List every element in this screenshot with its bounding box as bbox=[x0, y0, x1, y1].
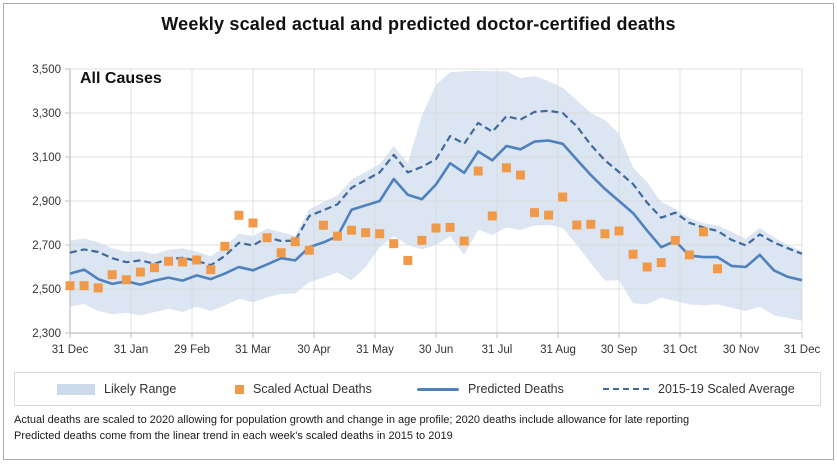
footnote-line-2: Predicted deaths come from the linear tr… bbox=[14, 430, 453, 442]
actual-deaths-point bbox=[220, 241, 230, 251]
actual-deaths-point bbox=[614, 226, 624, 236]
y-tick-label: 2,500 bbox=[32, 284, 61, 296]
predicted-deaths-swatch-icon bbox=[417, 387, 459, 391]
actual-deaths-point bbox=[389, 239, 399, 249]
chart-title: Weekly scaled actual and predicted docto… bbox=[161, 14, 676, 34]
actual-deaths-point bbox=[65, 281, 75, 291]
actual-deaths-point bbox=[600, 229, 610, 239]
actual-deaths-point bbox=[431, 223, 441, 233]
actual-deaths-point bbox=[586, 219, 596, 229]
chart-figure: 2,300 2,500 2,700 2,900 3,100 3,300 3,500 31 De… bbox=[3, 3, 834, 460]
actual-deaths-point bbox=[558, 192, 568, 202]
x-tick-label: 31 Oct bbox=[663, 344, 698, 356]
y-tick-label: 3,300 bbox=[32, 108, 61, 120]
actual-deaths-point bbox=[262, 233, 272, 243]
actual-deaths-point bbox=[473, 166, 483, 176]
x-tick-label: 31 Jan bbox=[114, 344, 149, 356]
actual-deaths-point bbox=[192, 255, 202, 265]
actual-deaths-point bbox=[276, 248, 286, 258]
actual-deaths-point bbox=[628, 249, 638, 259]
predicted-deaths-line bbox=[69, 139, 803, 286]
legend-item-scaled-average: 2015-19 Scaled Average bbox=[603, 373, 795, 405]
x-tick-label: 31 Aug bbox=[540, 344, 576, 356]
x-tick-label: 30 Nov bbox=[723, 344, 760, 356]
footnote-line-1: Actual deaths are scaled to 2020 allowin… bbox=[14, 414, 690, 426]
scaled-average-swatch-icon bbox=[603, 388, 649, 390]
y-tick-label: 3,500 bbox=[32, 64, 61, 76]
y-tick-label: 2,900 bbox=[32, 196, 61, 208]
actual-deaths-point bbox=[403, 255, 413, 265]
legend-item-scaled-actual-deaths: Scaled Actual Deaths bbox=[235, 373, 372, 405]
actual-deaths-point bbox=[248, 218, 258, 228]
actual-deaths-point bbox=[149, 263, 159, 273]
y-tick-label: 3,100 bbox=[32, 152, 61, 164]
actual-deaths-point bbox=[642, 262, 652, 272]
actual-deaths-point bbox=[121, 275, 131, 285]
actual-deaths-point bbox=[417, 235, 427, 245]
plot-area: 2,300 2,500 2,700 2,900 3,100 3,300 3,500 31 De… bbox=[32, 64, 821, 356]
actual-deaths-point bbox=[135, 267, 145, 277]
actual-deaths-point bbox=[332, 231, 342, 241]
actual-deaths-point bbox=[290, 237, 300, 247]
actual-deaths-point bbox=[164, 256, 174, 266]
legend-label: Predicted Deaths bbox=[468, 382, 564, 396]
y-tick-label: 2,700 bbox=[32, 240, 61, 252]
actual-deaths-point bbox=[234, 210, 244, 220]
x-tick-label: 31 Dec bbox=[784, 344, 821, 356]
scaled-average-line bbox=[69, 109, 803, 267]
legend-item-likely-range: Likely Range bbox=[57, 373, 176, 405]
actual-deaths-point bbox=[347, 225, 357, 235]
actual-deaths-point bbox=[178, 257, 188, 267]
actual-deaths-point bbox=[515, 170, 525, 180]
legend: Likely Range Scaled Actual Deaths Predic… bbox=[14, 372, 821, 406]
plot-annotation: All Causes bbox=[80, 70, 162, 87]
actual-deaths-point bbox=[361, 228, 371, 238]
actual-deaths-point bbox=[698, 227, 708, 237]
actual-deaths-point bbox=[375, 229, 385, 239]
footnotes: Actual deaths are scaled to 2020 allowin… bbox=[14, 412, 689, 444]
actual-deaths-point bbox=[304, 245, 314, 255]
actual-deaths-point bbox=[487, 211, 497, 221]
actual-deaths-point bbox=[93, 283, 103, 293]
legend-item-predicted-deaths: Predicted Deaths bbox=[417, 373, 564, 405]
actual-deaths-point bbox=[684, 250, 694, 260]
actual-deaths-point bbox=[501, 163, 511, 173]
x-tick-label: 30 Jun bbox=[419, 344, 454, 356]
actual-deaths-point bbox=[107, 270, 117, 280]
y-tick-label: 2,300 bbox=[32, 328, 61, 340]
x-tick-label: 31 Mar bbox=[235, 344, 271, 356]
x-tick-label: 30 Apr bbox=[297, 344, 330, 356]
legend-label: Scaled Actual Deaths bbox=[253, 382, 372, 396]
actual-deaths-point bbox=[318, 220, 328, 230]
actual-deaths-point bbox=[530, 208, 540, 218]
x-tick-label: 30 Sep bbox=[601, 344, 637, 356]
actual-deaths-point bbox=[79, 281, 89, 291]
legend-label: 2015-19 Scaled Average bbox=[658, 382, 795, 396]
legend-label: Likely Range bbox=[104, 382, 177, 396]
actual-deaths-swatch-icon bbox=[235, 384, 244, 394]
actual-deaths-point bbox=[459, 236, 469, 246]
actual-deaths-point bbox=[670, 235, 680, 245]
actual-deaths-point bbox=[206, 265, 216, 275]
x-tick-label: 31 Jul bbox=[482, 344, 513, 356]
likely-range-swatch-icon bbox=[57, 383, 95, 395]
x-tick-label: 29 Feb bbox=[174, 344, 210, 356]
actual-deaths-point bbox=[713, 264, 723, 274]
actual-deaths-point bbox=[544, 210, 554, 220]
actual-deaths-point bbox=[656, 258, 666, 268]
actual-deaths-point bbox=[572, 220, 582, 230]
x-tick-label: 31 May bbox=[356, 344, 394, 356]
actual-deaths-point bbox=[445, 222, 455, 232]
x-tick-label: 31 Dec bbox=[52, 344, 89, 356]
